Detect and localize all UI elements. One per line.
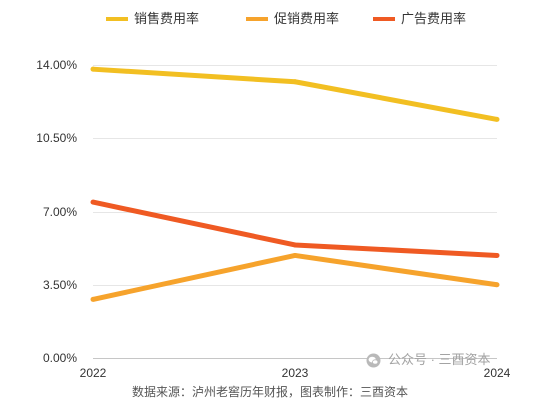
gridlines: [93, 65, 497, 359]
y-tick-label: 3.50%: [42, 277, 77, 292]
y-tick-label: 7.00%: [42, 204, 77, 219]
promotion-expense-ratio-point: [90, 296, 96, 302]
legend-swatch-advertising-expense-ratio: [373, 17, 395, 21]
legend-label-promotion-expense-ratio: 促销费用率: [274, 11, 340, 26]
sales-expense-ratio-line: [92, 66, 498, 122]
sales-expense-ratio-point: [494, 116, 500, 122]
promotion-expense-ratio-line: [92, 252, 498, 302]
series-lines: [90, 66, 500, 302]
promotion-expense-ratio-point: [494, 282, 500, 288]
x-tick-label: 2024: [483, 366, 511, 380]
watermark-text: 公众号 · 三酉资本: [388, 352, 491, 367]
sales-expense-ratio-series: [90, 66, 500, 122]
wechat-icon: [366, 353, 381, 368]
legend-item-promotion-expense-ratio: 促销费用率: [246, 11, 339, 27]
sales-expense-ratio-point: [90, 66, 96, 72]
legend-item-sales-expense-ratio: 销售费用率: [106, 11, 199, 27]
chart-legend: 销售费用率 促销费用率 广告费用率: [0, 0, 540, 30]
advertising-expense-ratio-point: [494, 252, 500, 258]
source-note: 数据来源：泸州老窖历年财报，图表制作：三酉资本: [131, 385, 408, 399]
promotion-expense-ratio-point: [292, 252, 298, 258]
legend-swatch-sales-expense-ratio: [106, 17, 128, 21]
legend-label-advertising-expense-ratio: 广告费用率: [401, 11, 467, 26]
advertising-expense-ratio-series: [90, 199, 500, 258]
legend-swatch-promotion-expense-ratio: [246, 17, 268, 21]
advertising-expense-ratio-point: [292, 242, 298, 248]
x-tick-label: 2023: [281, 366, 309, 380]
legend-item-advertising-expense-ratio: 广告费用率: [373, 11, 466, 27]
x-tick-label: 2022: [79, 366, 107, 380]
y-tick-label: 0.00%: [42, 351, 77, 365]
legend-label-sales-expense-ratio: 销售费用率: [134, 11, 200, 26]
sales-expense-ratio-point: [292, 79, 298, 85]
y-tick-label: 14.00%: [36, 58, 77, 72]
y-tick-label: 10.50%: [36, 131, 77, 146]
watermark: 公众号 · 三酉资本: [366, 352, 491, 368]
promotion-expense-ratio-series: [90, 252, 500, 302]
advertising-expense-ratio-point: [90, 199, 96, 205]
